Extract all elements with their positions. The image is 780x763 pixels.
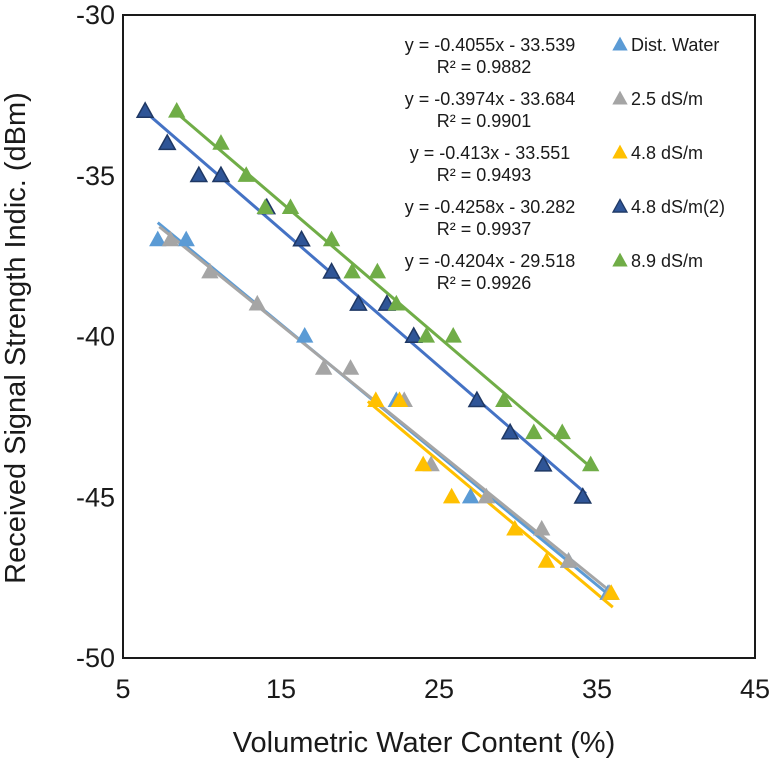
legend-label: 4.8 dS/m xyxy=(631,143,703,163)
data-point-2 xyxy=(414,455,432,472)
data-point-1 xyxy=(248,294,266,311)
legend-label: 4.8 dS/m(2) xyxy=(631,197,725,217)
data-point-3 xyxy=(322,262,341,279)
data-point-4 xyxy=(417,327,436,343)
data-point-4 xyxy=(368,262,387,279)
trend-equation: y = -0.3974x - 33.684 xyxy=(405,89,576,109)
y-tick-label: -35 xyxy=(76,161,115,191)
data-point-3 xyxy=(157,133,177,151)
data-point-4 xyxy=(444,327,462,343)
data-point-2 xyxy=(367,391,385,407)
r-squared: R² = 0.9937 xyxy=(437,219,532,239)
legend-label: Dist. Water xyxy=(631,35,719,55)
data-point-3 xyxy=(211,165,231,183)
data-point-2 xyxy=(506,519,524,536)
r-squared: R² = 0.9926 xyxy=(437,273,532,293)
data-point-4 xyxy=(387,294,406,311)
trend-equation: y = -0.4204x - 29.518 xyxy=(405,251,576,271)
data-point-3 xyxy=(500,422,520,440)
x-axis-ticks: 5 15 25 35 45 xyxy=(115,674,770,704)
trend-equation: y = -0.4055x - 33.539 xyxy=(405,35,576,55)
data-point-4 xyxy=(168,101,186,118)
data-point-4 xyxy=(281,198,300,215)
legend-marker-1 xyxy=(612,90,628,105)
trendline-4 xyxy=(172,109,595,471)
legend-marker-0 xyxy=(612,36,628,51)
data-point-2 xyxy=(602,584,620,600)
data-point-3 xyxy=(404,326,423,344)
data-point-1 xyxy=(161,230,180,247)
data-point-2 xyxy=(442,487,461,504)
trend-equation: y = -0.4258x - 30.282 xyxy=(405,197,576,217)
data-markers xyxy=(135,101,620,600)
data-point-0 xyxy=(177,230,195,247)
data-point-4 xyxy=(582,455,600,472)
trendline-2 xyxy=(366,400,614,609)
legend-marker-4 xyxy=(612,252,628,267)
data-point-4 xyxy=(343,262,361,279)
data-point-1 xyxy=(341,359,360,375)
legend-marker-2 xyxy=(612,144,628,159)
legend-label: 2.5 dS/m xyxy=(631,89,703,109)
data-point-4 xyxy=(495,391,513,407)
trend-equation: y = -0.413x - 33.551 xyxy=(410,143,571,163)
data-point-3 xyxy=(189,165,209,183)
data-point-1 xyxy=(533,519,551,536)
data-point-4 xyxy=(553,423,571,440)
data-point-1 xyxy=(559,552,578,568)
data-point-3 xyxy=(534,454,553,472)
r-squared: R² = 0.9901 xyxy=(437,111,532,131)
x-tick-label: 15 xyxy=(266,674,296,704)
data-point-0 xyxy=(296,327,314,343)
data-point-3 xyxy=(135,101,155,118)
y-axis-ticks: -30 -35 -40 -45 -50 xyxy=(76,0,115,673)
r-squared: R² = 0.9882 xyxy=(437,57,532,77)
data-point-0 xyxy=(461,487,480,504)
data-point-3 xyxy=(467,390,487,408)
y-tick-label: -45 xyxy=(76,482,115,512)
data-point-3 xyxy=(573,487,593,504)
data-point-4 xyxy=(237,166,255,182)
r-squared: R² = 0.9493 xyxy=(437,165,532,185)
x-tick-label: 35 xyxy=(582,674,612,704)
x-tick-label: 25 xyxy=(424,674,454,704)
legend-label: 8.9 dS/m xyxy=(631,251,703,271)
y-tick-label: -50 xyxy=(76,643,115,673)
y-tick-label: -40 xyxy=(76,322,115,352)
data-point-4 xyxy=(212,134,230,150)
data-point-3 xyxy=(349,294,368,311)
data-point-2 xyxy=(537,552,556,568)
y-tick-label: -30 xyxy=(76,0,115,30)
x-tick-label: 45 xyxy=(740,674,770,704)
x-axis-title: Volumetric Water Content (%) xyxy=(233,727,616,759)
data-point-3 xyxy=(292,229,311,247)
data-point-1 xyxy=(201,262,219,279)
data-point-0 xyxy=(149,230,167,247)
data-point-1 xyxy=(477,487,496,504)
data-point-4 xyxy=(322,230,341,247)
data-point-4 xyxy=(525,423,543,440)
y-axis-title: Received Signal Strength Indic. (dBm) xyxy=(0,92,32,584)
x-tick-label: 5 xyxy=(115,674,130,704)
data-point-4 xyxy=(256,198,274,215)
data-point-2 xyxy=(390,391,409,407)
legend-marker-3 xyxy=(611,198,629,213)
data-point-1 xyxy=(314,359,333,375)
